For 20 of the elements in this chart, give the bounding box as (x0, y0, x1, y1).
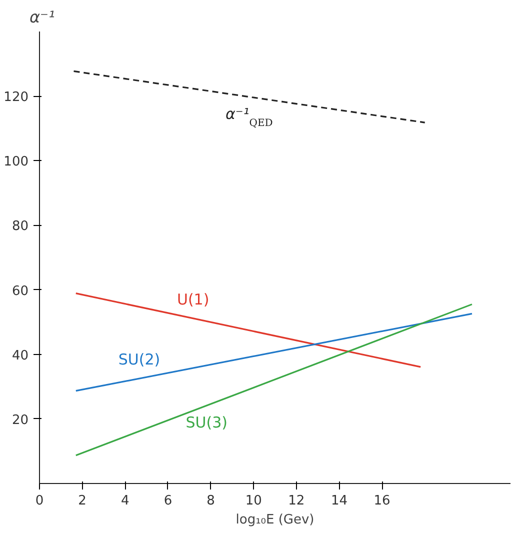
x-tick-label: 6 (164, 494, 172, 508)
y-tick-label: 120 (4, 90, 29, 106)
y-tick-label: 100 (4, 154, 29, 170)
x-tick-label: 0 (35, 494, 44, 508)
y-tick-label: 80 (12, 219, 29, 234)
x-tick-label: 8 (206, 494, 215, 508)
x-tick-label: 14 (330, 494, 348, 508)
x-tick-label: 10 (245, 494, 262, 508)
x-axis-title: log₁₀E (Gev) (236, 512, 314, 528)
y-tick-label: 40 (12, 348, 29, 364)
series-label: SU(3) (186, 414, 228, 432)
x-tick-label: 16 (374, 494, 390, 508)
x-tick-label: 2 (78, 494, 86, 508)
series-label: SU(2) (118, 350, 160, 368)
x-tick-label: 4 (121, 494, 130, 508)
x-tick-label: 12 (288, 494, 305, 508)
y-axis-title: α⁻¹ (30, 8, 55, 26)
y-tick-label: 20 (12, 412, 29, 428)
series-label: U(1) (176, 290, 210, 308)
y-tick-label: 60 (12, 284, 29, 299)
